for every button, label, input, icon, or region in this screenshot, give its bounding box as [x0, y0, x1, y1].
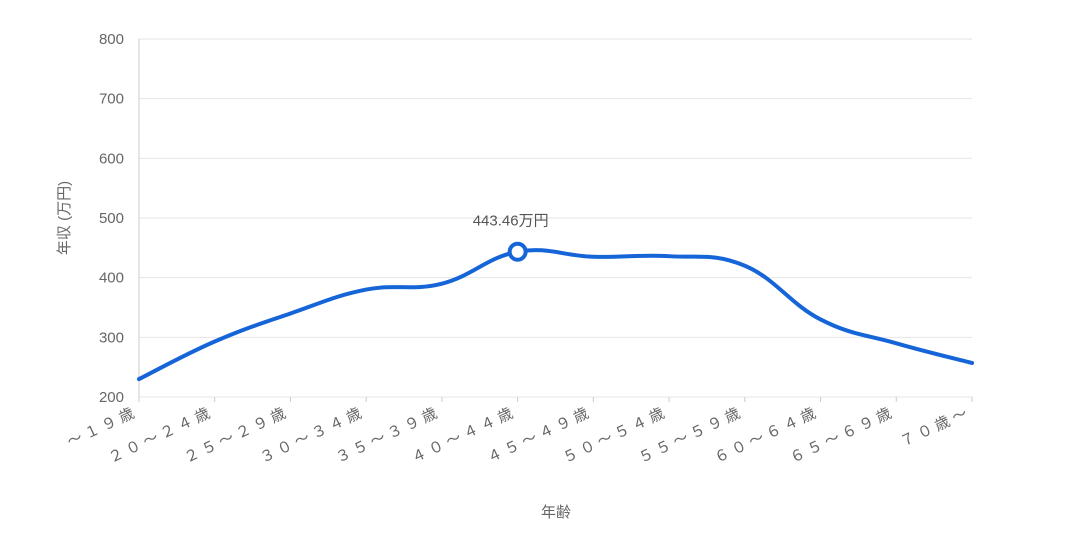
annotation-layer: 443.46万円 — [473, 213, 549, 262]
y-axis-ticks: 200 300 400 500 600 700 800 — [99, 31, 124, 406]
y-tick-label: 600 — [99, 150, 124, 167]
x-axis-title: 年齢 — [541, 504, 571, 521]
series-line — [137, 248, 974, 382]
x-axis-ticks: ～１９歳２０～２４歳２５～２９歳３０～３４歳３５～３９歳４０～４４歳４５～４９歳… — [65, 397, 974, 467]
y-tick-label: 800 — [99, 31, 124, 48]
highlight-point — [507, 241, 528, 262]
y-tick-label: 500 — [99, 210, 124, 227]
y-tick-label: 200 — [99, 389, 124, 406]
highlight-label: 443.46万円 — [473, 213, 549, 230]
y-tick-label: 700 — [99, 91, 124, 108]
series-layer — [137, 248, 974, 382]
y-tick-label: 300 — [99, 329, 124, 346]
grid-lines — [138, 38, 972, 398]
y-tick-label: 400 — [99, 270, 124, 287]
x-tick-label: ７０歳～ — [898, 403, 974, 451]
y-axis-title: 年収 (万円) — [56, 181, 73, 255]
